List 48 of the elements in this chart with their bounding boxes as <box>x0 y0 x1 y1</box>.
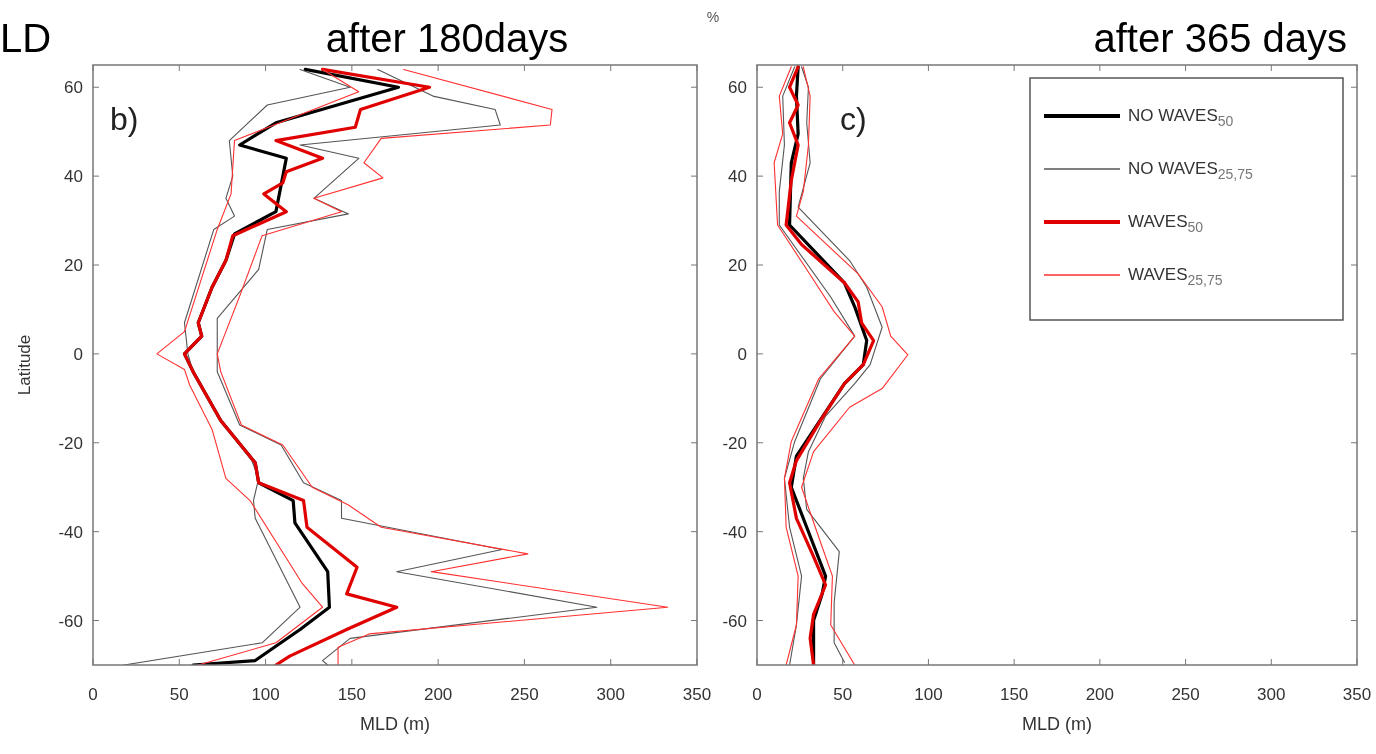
y-tick-label: 60 <box>728 78 747 98</box>
y-tick-label: -60 <box>722 611 747 631</box>
legend-label: WAVES$_{25,75}$ <box>1128 265 1223 288</box>
x-tick-label: 100 <box>914 685 943 704</box>
y-tick-label: 20 <box>728 256 747 275</box>
x-tick-label: 50 <box>833 685 853 704</box>
y-tick-label: 60 <box>64 78 83 98</box>
line-series <box>156 68 360 665</box>
x-tick-label: 0 <box>88 685 98 704</box>
x-tick-label: 0 <box>752 685 762 704</box>
x-tick-label: 200 <box>423 685 453 704</box>
y-tick-label: 40 <box>728 167 747 187</box>
annotation: c) <box>840 101 867 137</box>
x-axis-title: MLD (m) <box>1022 714 1092 734</box>
y-tick-label: 0 <box>737 344 747 364</box>
chart-title: after 365 days <box>1093 16 1347 60</box>
y-tick-label: 40 <box>64 167 83 187</box>
y-tick-label: -40 <box>722 522 747 542</box>
x-tick-label: 250 <box>510 685 539 704</box>
x-tick-label: 50 <box>169 685 189 704</box>
x-tick-label: 150 <box>999 685 1029 704</box>
y-tick-label: 0 <box>73 344 83 364</box>
text: LD <box>0 16 52 60</box>
legend-label: NO WAVES$_{25,75}$ <box>1128 159 1253 182</box>
x-tick-label: 200 <box>1085 685 1115 704</box>
legend-label: NO WAVES$_{50}$ <box>1128 106 1234 129</box>
legend-label: WAVES$_{50}$ <box>1128 212 1204 235</box>
x-tick-label: 300 <box>596 685 625 704</box>
y-axis-title: Latitude <box>15 334 34 396</box>
x-tick-label: 350 <box>682 685 712 704</box>
text: % <box>706 9 720 25</box>
line-series <box>795 66 909 665</box>
line-series <box>797 66 883 663</box>
y-tick-label: 20 <box>64 256 83 275</box>
chart-title: after 180days <box>325 16 569 60</box>
y-tick-label: -20 <box>58 433 83 453</box>
x-tick-label: 150 <box>337 685 367 704</box>
y-tick-label: -40 <box>58 522 83 542</box>
annotation: b) <box>110 101 139 137</box>
x-tick-label: 350 <box>1342 685 1372 704</box>
x-tick-label: 250 <box>1171 685 1200 704</box>
x-tick-label: 300 <box>1257 685 1286 704</box>
y-tick-label: -60 <box>58 611 83 631</box>
x-axis-title: MLD (m) <box>360 714 430 734</box>
x-tick-label: 100 <box>251 685 280 704</box>
line-series <box>216 68 669 665</box>
y-tick-label: -20 <box>722 433 747 453</box>
line-series <box>216 68 598 665</box>
